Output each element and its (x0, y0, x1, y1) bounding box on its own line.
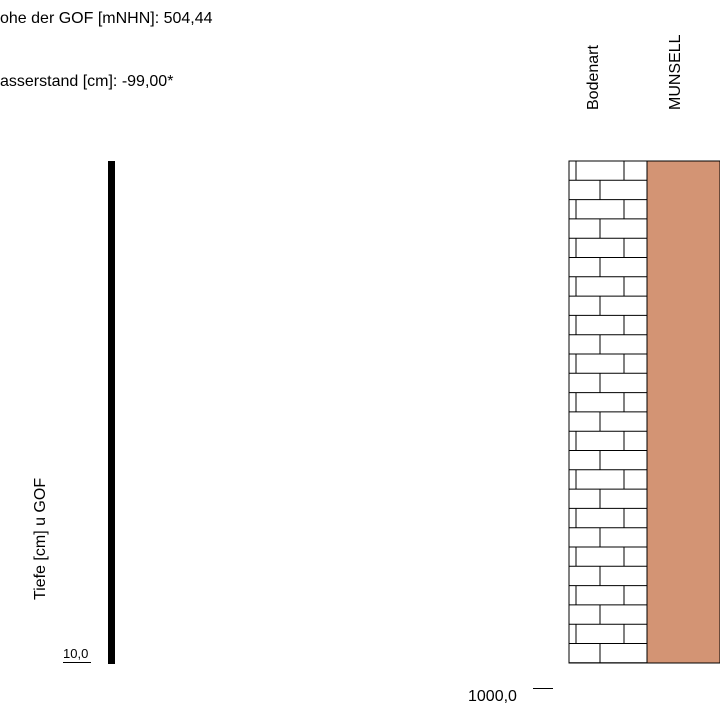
bottom-depth-tick (533, 688, 553, 689)
groundwater-level-text: asserstand [cm]: -99,00* (0, 73, 174, 90)
munsell-color-column (646, 160, 720, 664)
depth-bar (108, 161, 115, 664)
bottom-depth-label: 1000,0 (468, 688, 517, 705)
soil-type-column-border (568, 160, 648, 664)
soil-type-pattern-column (569, 161, 647, 664)
ground-elevation-text: ohe der GOF [mNHN]: 504,44 (0, 10, 213, 27)
top-depth-label: 10,0 (63, 646, 92, 663)
